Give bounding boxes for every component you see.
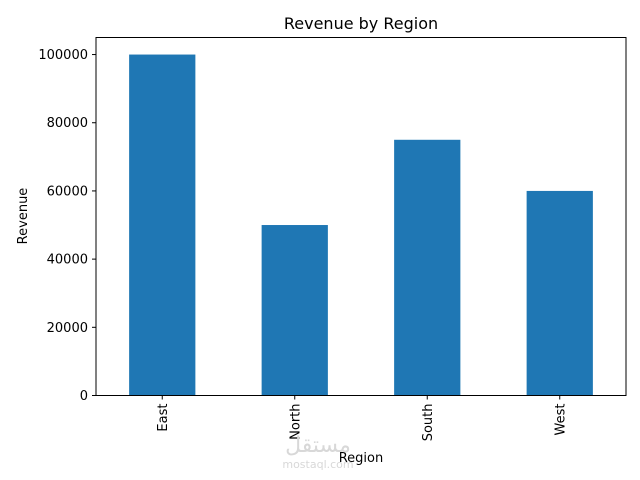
y-tick-label: 60000 [47, 184, 88, 199]
bar-north [261, 225, 328, 396]
y-axis-label: Revenue [16, 188, 31, 245]
x-tick-label-south: South [421, 404, 436, 442]
x-axis-label: Region [339, 451, 384, 466]
x-tick-label-east: East [156, 404, 171, 432]
plot-frame [95, 37, 627, 396]
y-tick-label: 80000 [47, 116, 88, 131]
y-tick-label: 20000 [47, 321, 88, 336]
bar-south [394, 139, 461, 396]
y-axis-ticks: 0 20000 40000 60000 80000 100000 [38, 48, 96, 404]
x-tick-label-north: North [288, 404, 303, 440]
y-tick-label: 0 [80, 389, 88, 404]
bars-group [129, 54, 593, 396]
bar-east [129, 54, 196, 396]
y-tick-label: 40000 [47, 253, 88, 268]
y-tick-label: 100000 [38, 48, 88, 63]
watermark-logo-text: مستقل [285, 433, 351, 458]
watermark-url: mostaql.com [282, 458, 353, 471]
chart-title: Revenue by Region [284, 14, 438, 33]
x-tick-label-west: West [553, 404, 568, 436]
x-axis-ticks: East North South West [156, 395, 568, 442]
bar-west [526, 190, 593, 396]
